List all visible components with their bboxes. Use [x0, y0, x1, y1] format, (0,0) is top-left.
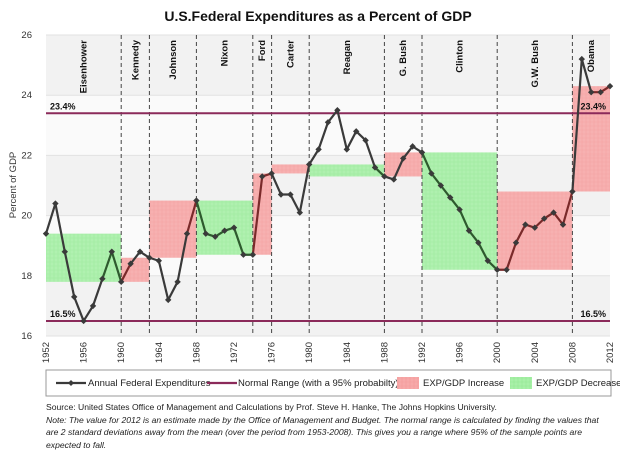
presidency-label: G. Bush: [398, 40, 409, 77]
y-tick-label: 26: [21, 30, 32, 41]
x-tick-label: 1980: [304, 342, 315, 363]
chart-title: U.S.Federal Expenditures as a Percent of…: [164, 8, 471, 24]
x-tick-label: 2000: [492, 342, 503, 363]
range-label: 23.4%: [580, 101, 606, 111]
x-tick-label: 1992: [417, 342, 428, 363]
x-tick-label: 2012: [605, 342, 616, 363]
y-tick-label: 24: [21, 90, 32, 101]
range-label: 16.5%: [50, 309, 76, 319]
presidency-label: Obama: [586, 39, 597, 72]
y-tick-label: 16: [21, 331, 32, 342]
presidency-label: Nixon: [220, 40, 231, 67]
legend-label: Normal Range (with a 95% probabilty): [238, 378, 399, 389]
presidency-label: G.W. Bush: [530, 40, 541, 88]
presidency-label: Clinton: [455, 40, 466, 73]
presidency-label: Eisenhower: [79, 40, 90, 94]
legend-label: EXP/GDP Increase: [423, 378, 504, 389]
y-tick-label: 18: [21, 271, 32, 282]
x-tick-label: 1972: [229, 342, 240, 363]
presidency-label: Johnson: [168, 40, 179, 80]
x-tick-label: 2008: [567, 342, 578, 363]
legend-decrease-swatch: [510, 377, 532, 389]
source-text: Source: United States Office of Manageme…: [46, 401, 606, 414]
presidency-label: Kennedy: [130, 39, 141, 80]
x-tick-label: 1984: [342, 342, 353, 363]
presidency-label: Ford: [257, 40, 268, 61]
x-tick-label: 1956: [79, 342, 90, 363]
legend: Annual Federal Expenditures Normal Range …: [46, 370, 620, 396]
x-tick-label: 2004: [530, 342, 541, 363]
x-tick-label: 1968: [191, 342, 202, 363]
band-carter: [272, 164, 310, 173]
x-tick-label: 1996: [455, 342, 466, 363]
band-kennedy: [121, 258, 149, 282]
legend-label: EXP/GDP Decrease: [536, 378, 620, 389]
presidency-label: Carter: [285, 40, 296, 68]
presidency-label: Reagan: [342, 40, 353, 75]
y-tick-label: 20: [21, 211, 32, 222]
x-tick-label: 1964: [154, 342, 165, 363]
range-label: 23.4%: [50, 101, 76, 111]
x-tick-label: 1952: [41, 342, 52, 363]
legend-label: Annual Federal Expenditures: [88, 378, 211, 389]
footnote: Source: United States Office of Manageme…: [46, 401, 606, 451]
plot-band: [46, 276, 610, 336]
y-axis-label: Percent of GDP: [8, 152, 19, 219]
y-tick-label: 22: [21, 150, 32, 161]
range-label: 16.5%: [580, 309, 606, 319]
x-tick-label: 1988: [379, 342, 390, 363]
legend-increase-swatch: [397, 377, 419, 389]
x-tick-label: 1976: [267, 342, 278, 363]
note-text: Note: The value for 2012 is an estimate …: [46, 414, 606, 451]
x-tick-label: 1960: [116, 342, 127, 363]
y-axis-ticks: 16 18 20 22 24 26: [21, 30, 32, 342]
x-axis-ticks: 1952 1956 1960 1964 1968 1972 1976 1980 1984 1988…: [41, 342, 616, 363]
